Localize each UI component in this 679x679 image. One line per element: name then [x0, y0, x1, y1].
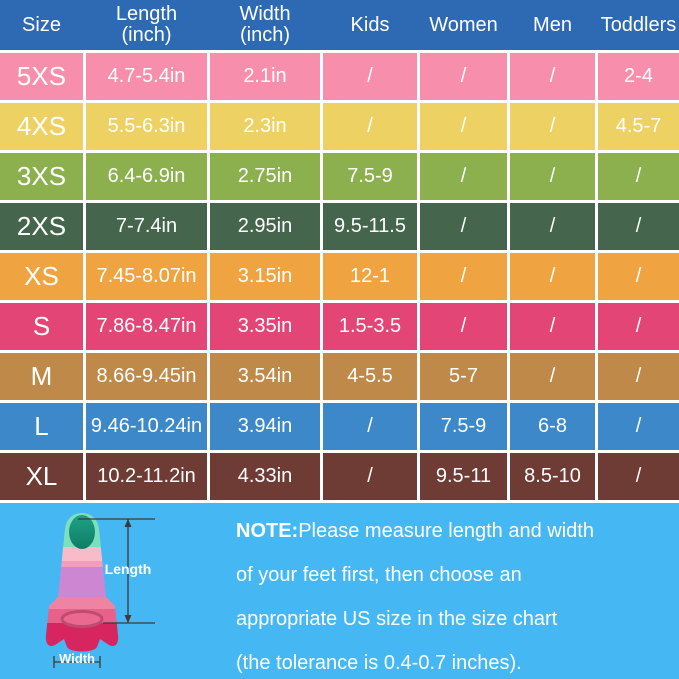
men-cell: /: [510, 203, 595, 250]
table-row-4xs: 4XS 5.5-6.3in 2.3in / / / 4.5-7: [0, 103, 679, 150]
women-cell: /: [420, 53, 507, 100]
width-cell: 3.35in: [210, 303, 320, 350]
size-cell: XL: [0, 453, 83, 500]
size-cell: 4XS: [0, 103, 83, 150]
table-row-s: S 7.86-8.47in 3.35in 1.5-3.5 / / /: [0, 303, 679, 350]
women-cell: 7.5-9: [420, 403, 507, 450]
kids-cell: /: [323, 103, 417, 150]
width-cell: 2.3in: [210, 103, 320, 150]
width-cell: 3.94in: [210, 403, 320, 450]
toddlers-cell: 2-4: [598, 53, 679, 100]
size-table-header: Size Length (inch) Width (inch) Kids Wom…: [0, 0, 679, 50]
header-women: Women: [429, 13, 498, 36]
header-toddlers: Toddlers: [600, 13, 677, 36]
table-row-xl: XL 10.2-11.2in 4.33in / 9.5-11 8.5-10 /: [0, 453, 679, 500]
width-dimension-label: Width: [59, 651, 95, 666]
toddlers-cell: /: [598, 253, 679, 300]
women-cell: /: [420, 103, 507, 150]
width-cell: 3.54in: [210, 353, 320, 400]
size-cell: L: [0, 403, 83, 450]
header-length: Length (inch): [115, 3, 178, 46]
length-cell: 10.2-11.2in: [86, 453, 207, 500]
note-line-1: NOTE:Please measure length and width: [236, 520, 594, 542]
size-cell: M: [0, 353, 83, 400]
table-row-l: L 9.46-10.24in 3.94in / 7.5-9 6-8 /: [0, 403, 679, 450]
length-cell: 9.46-10.24in: [86, 403, 207, 450]
length-cell: 7.45-8.07in: [86, 253, 207, 300]
men-cell: /: [510, 103, 595, 150]
kids-cell: /: [323, 453, 417, 500]
table-row-xs: XS 7.45-8.07in 3.15in 12-1 / / /: [0, 253, 679, 300]
men-cell: /: [510, 253, 595, 300]
toddlers-cell: /: [598, 453, 679, 500]
length-cell: 7-7.4in: [86, 203, 207, 250]
toddlers-cell: /: [598, 303, 679, 350]
men-cell: 8.5-10: [510, 453, 595, 500]
width-cell: 2.95in: [210, 203, 320, 250]
toddlers-cell: /: [598, 353, 679, 400]
men-cell: /: [510, 353, 595, 400]
footer-section: Length Width NOTE:Please measure length …: [0, 503, 679, 679]
width-cell: 4.33in: [210, 453, 320, 500]
kids-cell: 4-5.5: [323, 353, 417, 400]
kids-cell: 7.5-9: [323, 153, 417, 200]
women-cell: /: [420, 303, 507, 350]
width-dimension-line: [53, 656, 101, 668]
men-cell: /: [510, 303, 595, 350]
toddlers-cell: /: [598, 153, 679, 200]
size-cell: S: [0, 303, 83, 350]
header-size: Size: [22, 13, 61, 36]
note-line-4: (the tolerance is 0.4-0.7 inches).: [236, 652, 522, 674]
size-cell: 2XS: [0, 203, 83, 250]
kids-cell: 9.5-11.5: [323, 203, 417, 250]
note-line-3: appropriate US size in the size chart: [236, 608, 558, 630]
length-dimension-label: Length: [104, 561, 152, 577]
men-cell: 6-8: [510, 403, 595, 450]
fin-tip-pocket: [69, 515, 95, 549]
men-cell: /: [510, 153, 595, 200]
header-width: Width (inch): [239, 3, 291, 46]
size-cell: XS: [0, 253, 83, 300]
length-dimension-arrows: [124, 519, 132, 623]
toddlers-cell: /: [598, 203, 679, 250]
table-row-2xs: 2XS 7-7.4in 2.95in 9.5-11.5 / / /: [0, 203, 679, 250]
length-cell: 5.5-6.3in: [86, 103, 207, 150]
kids-cell: 12-1: [323, 253, 417, 300]
toddlers-cell: /: [598, 403, 679, 450]
table-row-3xs: 3XS 6.4-6.9in 2.75in 7.5-9 / / /: [0, 153, 679, 200]
table-row-5xs: 5XS 4.7-5.4in 2.1in / / / 2-4: [0, 53, 679, 100]
length-cell: 4.7-5.4in: [86, 53, 207, 100]
length-cell: 8.66-9.45in: [86, 353, 207, 400]
kids-cell: /: [323, 403, 417, 450]
size-cell: 5XS: [0, 53, 83, 100]
header-kids: Kids: [350, 13, 390, 36]
fin-foot-pocket: [60, 610, 104, 628]
women-cell: /: [420, 203, 507, 250]
men-cell: /: [510, 53, 595, 100]
women-cell: /: [420, 253, 507, 300]
kids-cell: /: [323, 53, 417, 100]
kids-cell: 1.5-3.5: [323, 303, 417, 350]
note-text: NOTE:Please measure length and width of …: [236, 509, 594, 679]
width-cell: 3.15in: [210, 253, 320, 300]
toddlers-cell: 4.5-7: [598, 103, 679, 150]
length-cell: 6.4-6.9in: [86, 153, 207, 200]
header-men: Men: [533, 13, 572, 36]
note-bold-prefix: NOTE:: [236, 520, 299, 542]
width-cell: 2.75in: [210, 153, 320, 200]
swim-fin-illustration: [45, 513, 155, 668]
table-row-m: M 8.66-9.45in 3.54in 4-5.5 5-7 / /: [0, 353, 679, 400]
width-cell: 2.1in: [210, 53, 320, 100]
length-cell: 7.86-8.47in: [86, 303, 207, 350]
length-dimension-line: [78, 518, 155, 624]
women-cell: /: [420, 153, 507, 200]
size-cell: 3XS: [0, 153, 83, 200]
note-line-2: of your feet first, then choose an: [236, 564, 522, 586]
women-cell: 5-7: [420, 353, 507, 400]
women-cell: 9.5-11: [420, 453, 507, 500]
